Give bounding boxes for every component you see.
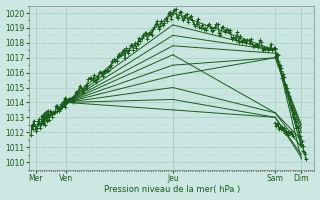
X-axis label: Pression niveau de la mer( hPa ): Pression niveau de la mer( hPa ) [104, 185, 240, 194]
